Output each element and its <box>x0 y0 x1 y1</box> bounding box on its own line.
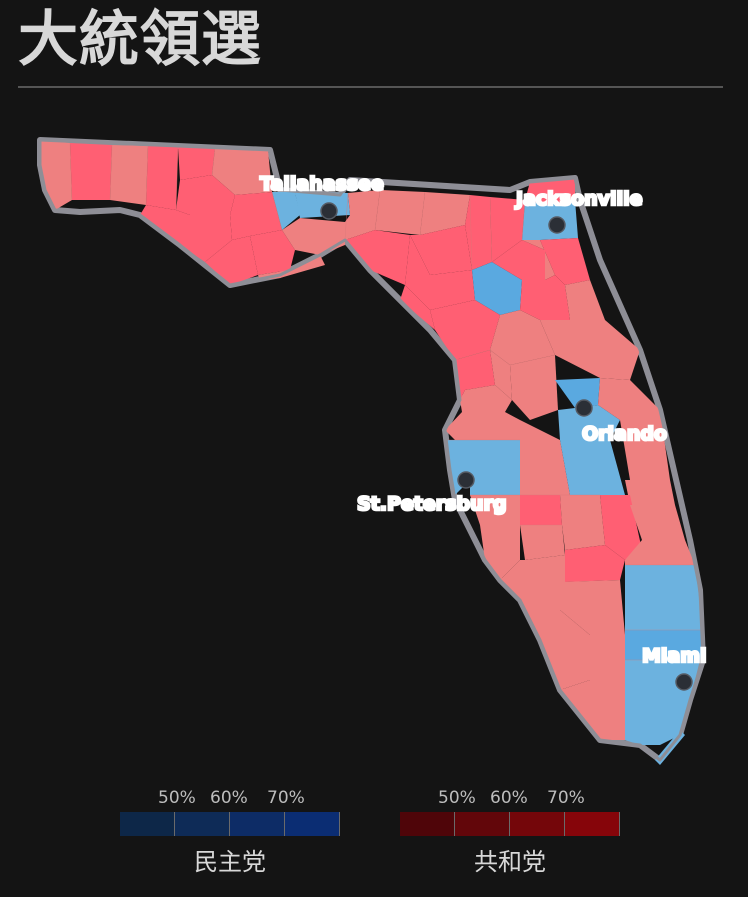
county-walton <box>146 146 178 210</box>
county-gadsden <box>272 192 300 230</box>
county-levy <box>430 300 500 360</box>
county-washington <box>176 175 235 215</box>
county-gilchrist <box>430 270 475 310</box>
county-hamilton <box>420 192 470 235</box>
county-hernando <box>460 385 512 412</box>
county-pasco <box>445 412 520 440</box>
county-okeechobee <box>600 495 642 560</box>
county-polk <box>520 420 570 495</box>
county-clay <box>522 240 555 280</box>
county-desoto <box>520 525 565 560</box>
county-orange <box>558 405 620 440</box>
city-label-orlando: Orlando <box>582 423 667 445</box>
county-hardee <box>520 495 562 525</box>
legend-swatch <box>175 812 230 836</box>
city-label-st-petersburg: St.Petersburg <box>357 493 507 515</box>
city-label-tallahassee: Tallahassee <box>260 173 384 195</box>
county-monroe-mainland <box>560 680 625 740</box>
county-alachua <box>472 262 522 315</box>
city-dot-tallahassee <box>320 202 338 220</box>
county-lee <box>520 600 560 640</box>
legend-republican: 50% 60% 70% 共和党 <box>400 788 620 877</box>
page-title: 大統領選 <box>18 5 262 75</box>
legend-republican-scale <box>400 812 620 836</box>
city-label-miami: Miami <box>642 645 707 667</box>
county-santa-rosa <box>70 143 112 200</box>
tick-label: 50% <box>438 788 476 808</box>
tick-label: 70% <box>267 788 305 808</box>
county-citrus <box>455 350 495 400</box>
county-okaloosa <box>110 145 148 205</box>
county-calhoun <box>230 192 282 240</box>
county-palm-beach <box>625 565 703 630</box>
county-collier <box>540 610 625 690</box>
city-dot-miami <box>675 673 693 691</box>
legend-swatch <box>285 812 340 836</box>
city-label-jacksonville: Jacksonville <box>514 188 643 210</box>
county-baker <box>490 197 525 262</box>
county-bay <box>140 205 232 262</box>
tick-label: 60% <box>210 788 248 808</box>
state-outline <box>38 138 705 762</box>
legend-swatch <box>230 812 285 836</box>
county-indian-river <box>625 480 675 505</box>
county-volusia <box>540 320 640 380</box>
county-gulf <box>205 236 258 285</box>
legend-democrat-label: 民主党 <box>194 848 266 876</box>
county-wakulla <box>282 218 345 255</box>
legend-swatch <box>400 812 455 836</box>
florida-county-map: Tallahassee Jacksonville Orlando St.Pete… <box>37 137 708 765</box>
county-osceola <box>560 440 625 495</box>
county-borders <box>69 142 703 661</box>
county-hendry <box>560 580 625 635</box>
legend-democrat: 50% 60% 70% 民主党 <box>120 788 340 877</box>
legend-swatch <box>565 812 620 836</box>
county-seminole <box>555 378 600 408</box>
county-lake <box>510 355 558 420</box>
county-nassau <box>525 178 575 205</box>
county-putnam <box>520 275 570 320</box>
legend-swatch <box>510 812 565 836</box>
county-glades <box>565 545 625 582</box>
county-taylor <box>345 230 410 285</box>
county-st-lucie <box>630 505 685 540</box>
city-dot-orlando <box>575 399 593 417</box>
county-broward <box>625 630 703 660</box>
county-escambia <box>40 140 72 210</box>
legend-republican-label: 共和党 <box>474 848 546 876</box>
county-flagler <box>565 280 605 320</box>
tick-label: 70% <box>547 788 585 808</box>
city-dot-jacksonville <box>548 216 566 234</box>
county-regions <box>40 140 703 765</box>
county-brevard <box>598 378 670 480</box>
tick-label: 50% <box>158 788 196 808</box>
legend-democrat-ticks: 50% 60% 70% <box>120 788 340 812</box>
county-st-johns <box>540 238 590 285</box>
county-jefferson <box>345 190 380 240</box>
county-madison <box>375 190 425 235</box>
county-marion <box>490 310 555 365</box>
legend-swatch <box>120 812 175 836</box>
county-charlotte <box>500 555 565 600</box>
county-holmes <box>178 147 215 180</box>
city-markers: Tallahassee Jacksonville Orlando St.Pete… <box>259 172 708 691</box>
legend-democrat-scale <box>120 812 340 836</box>
county-jackson <box>212 148 272 195</box>
tick-label: 60% <box>490 788 528 808</box>
county-martin <box>625 540 695 565</box>
legend-swatch <box>455 812 510 836</box>
county-suwannee <box>410 225 472 275</box>
city-dot-st-petersburg <box>457 471 475 489</box>
county-union-bradford <box>492 240 545 280</box>
county-manatee <box>470 495 520 525</box>
county-liberty <box>250 230 295 275</box>
title-divider <box>18 86 723 88</box>
county-highlands <box>560 495 605 550</box>
county-hillsborough <box>470 440 520 495</box>
county-dixie <box>400 285 435 330</box>
legend-republican-ticks: 50% 60% 70% <box>400 788 620 812</box>
